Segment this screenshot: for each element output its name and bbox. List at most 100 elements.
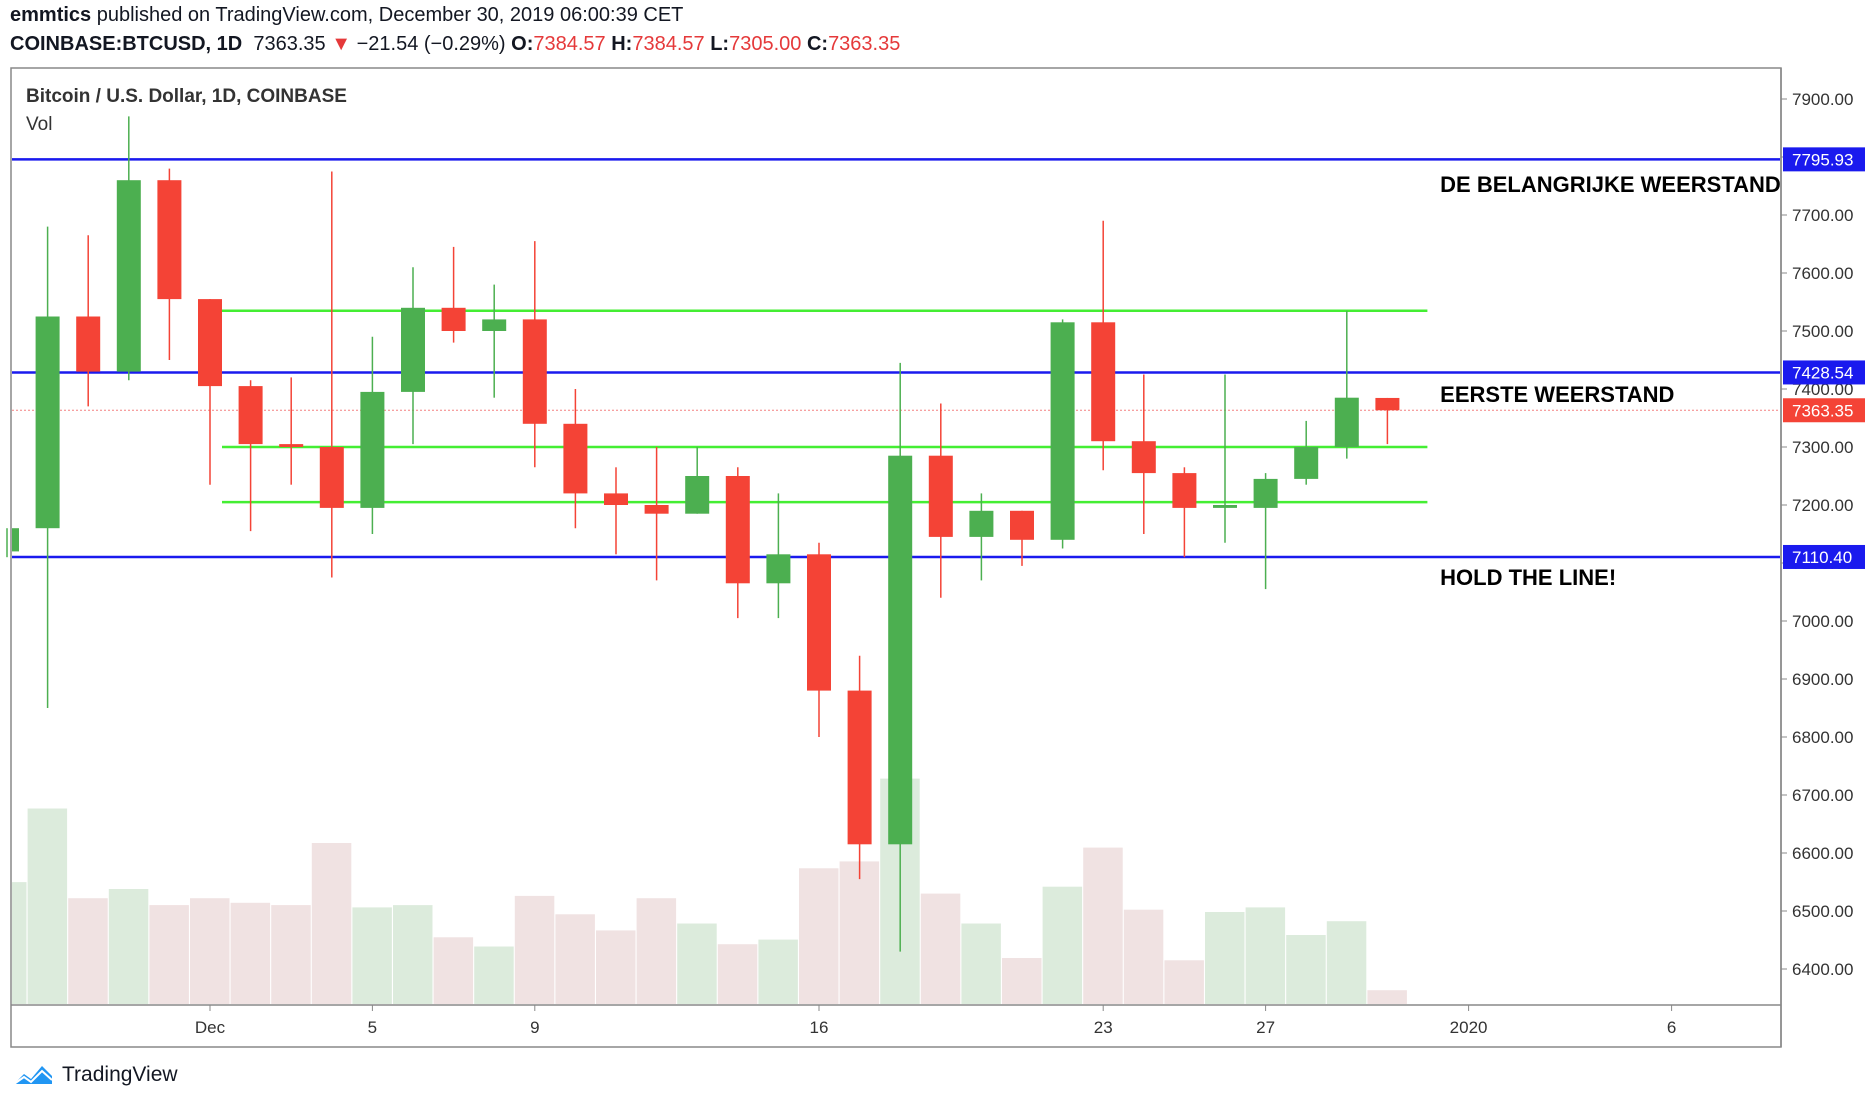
candle-body[interactable]: [1172, 473, 1197, 508]
candle-body[interactable]: [35, 316, 60, 529]
candle-body[interactable]: [401, 307, 425, 392]
candle-body[interactable]: [441, 307, 466, 331]
candle-body[interactable]: [238, 386, 263, 445]
candlesticks: [6, 116, 1400, 952]
price-change: −21.54 (−0.29%): [356, 33, 506, 55]
price-tick-label: 7900.00: [1792, 90, 1853, 109]
time-tick-label: 16: [810, 1018, 829, 1037]
price-axis: 7900.007800.007700.007600.007500.007400.…: [1781, 90, 1853, 979]
candle-body[interactable]: [1253, 478, 1278, 508]
candle-body[interactable]: [888, 455, 913, 845]
volume-bar: [920, 893, 961, 1004]
volume-bar: [68, 898, 108, 1004]
candle-body[interactable]: [685, 476, 710, 514]
low-label: L:: [710, 33, 730, 55]
change-arrow-icon: ▼: [331, 33, 352, 55]
candle-body[interactable]: [116, 180, 141, 372]
volume-bar: [1367, 990, 1407, 1004]
candle-body[interactable]: [807, 554, 831, 691]
candle-body[interactable]: [928, 455, 953, 537]
price-tick-label: 7200.00: [1792, 496, 1853, 515]
volume-bar: [1042, 886, 1083, 1004]
price-tick-label: 6700.00: [1792, 786, 1853, 805]
time-tick-label: 6: [1667, 1018, 1676, 1037]
tradingview-footer[interactable]: TradingView: [12, 1062, 178, 1088]
time-tick-label: 2020: [1450, 1018, 1488, 1037]
candle-body[interactable]: [644, 505, 669, 514]
price-chart[interactable]: DE BELANGRIJKE WEERSTAND EERSTE WEERSTAND…: [0, 0, 1876, 1060]
candle-body[interactable]: [1334, 397, 1359, 447]
volume-bar: [190, 898, 230, 1004]
volume-bar: [149, 905, 189, 1004]
price-tick-label: 6800.00: [1792, 728, 1853, 747]
candle-body[interactable]: [1213, 505, 1237, 508]
open-label: O:: [511, 33, 534, 55]
volume-bar: [27, 808, 68, 1004]
time-tick-label: 5: [368, 1018, 377, 1037]
volume-bar: [12, 882, 27, 1004]
candle-body[interactable]: [766, 554, 791, 584]
volume-bars: [12, 778, 1407, 1004]
close-label: C:: [806, 33, 829, 55]
candle-body[interactable]: [1050, 322, 1075, 540]
candle-body[interactable]: [482, 319, 507, 331]
high-value: 7384.57: [632, 33, 705, 55]
candle-body[interactable]: [360, 391, 385, 508]
time-tick-label: 9: [530, 1018, 539, 1037]
volume-bar: [596, 930, 636, 1004]
price-tick-label: 7300.00: [1792, 438, 1853, 457]
key-level-tag-label: 7795.93: [1792, 150, 1853, 169]
volume-bar: [514, 895, 555, 1004]
candle-body[interactable]: [76, 316, 101, 372]
annotation-text: EERSTE WEERSTAND: [1440, 382, 1674, 407]
volume-bar: [311, 843, 352, 1004]
key-level-tag: [1783, 360, 1865, 385]
price-tick-label: 6600.00: [1792, 844, 1853, 863]
volume-bar: [717, 944, 758, 1004]
candle-body[interactable]: [1091, 322, 1116, 442]
author-name[interactable]: emmtics: [10, 4, 92, 26]
candle-body[interactable]: [12, 528, 19, 552]
price-tick-label: 6900.00: [1792, 670, 1853, 689]
price-tick-label: 7600.00: [1792, 264, 1853, 283]
volume-bar: [271, 905, 311, 1004]
candle-body[interactable]: [1375, 397, 1400, 411]
tradingview-brand: TradingView: [62, 1063, 178, 1086]
candle-body[interactable]: [847, 690, 872, 845]
volume-bar: [1002, 958, 1042, 1004]
candle-body[interactable]: [563, 423, 588, 494]
price-tick-label: 6400.00: [1792, 960, 1853, 979]
open-value: 7384.57: [533, 33, 606, 55]
time-tick-label: Dec: [195, 1018, 226, 1037]
price-tick-label: 7700.00: [1792, 206, 1853, 225]
volume-bar: [758, 939, 798, 1004]
candle-body[interactable]: [157, 180, 182, 300]
candle-body[interactable]: [604, 493, 628, 505]
candle-body[interactable]: [969, 510, 994, 537]
last-price-tag: [1783, 398, 1865, 423]
candle-body[interactable]: [1131, 441, 1156, 474]
volume-bar: [230, 902, 271, 1004]
published-text: published on TradingView.com, December 3…: [96, 4, 684, 26]
volume-bar: [1326, 921, 1367, 1004]
volume-bar: [474, 946, 514, 1004]
volume-bar: [1205, 912, 1245, 1004]
last-price-tag-label: 7363.35: [1792, 401, 1853, 420]
candle-body[interactable]: [1294, 447, 1319, 479]
candle-body[interactable]: [279, 444, 304, 447]
publish-info: emmtics published on TradingView.com, De…: [10, 4, 683, 27]
volume-bar: [1123, 909, 1164, 1004]
volume-bar: [1083, 847, 1123, 1004]
low-value: 7305.00: [729, 33, 802, 55]
candle-body[interactable]: [725, 476, 750, 584]
candle-body[interactable]: [198, 299, 222, 387]
volume-bar: [393, 905, 433, 1004]
candle-body[interactable]: [1010, 510, 1034, 540]
candle-body[interactable]: [522, 319, 547, 424]
high-label: H:: [611, 33, 633, 55]
candle-body[interactable]: [319, 447, 344, 508]
tradingview-logo-icon: [13, 1066, 53, 1085]
legend-title: Bitcoin / U.S. Dollar, 1D, COINBASE: [26, 86, 347, 107]
key-level-tag: [1783, 544, 1865, 569]
volume-bar: [433, 937, 474, 1004]
